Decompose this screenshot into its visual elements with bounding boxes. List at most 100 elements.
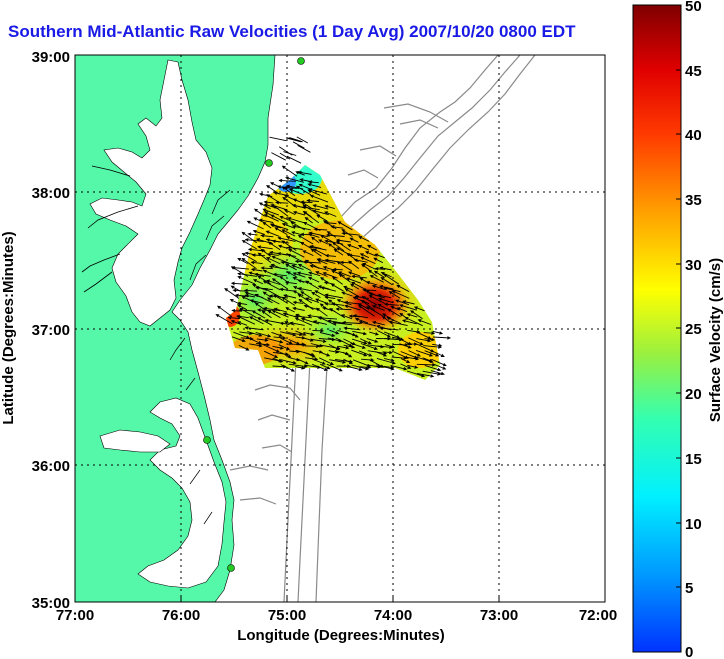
velocity-arrow [256,317,273,326]
velocity-arrow [329,308,346,319]
colorbar-tick-label: 10 [685,516,702,533]
velocity-arrow [292,300,304,305]
velocity-arrow [287,217,306,224]
velocity-arrow [237,315,256,325]
velocity-arrow [241,296,257,304]
colorbar-tick-label: 5 [685,580,693,597]
velocity-arrow [278,146,293,156]
velocity-arrow [375,351,388,357]
velocity-arrow [407,364,419,369]
velocity-arrow [311,236,320,244]
velocity-arrow [300,291,313,300]
velocity-arrow [326,231,337,238]
velocity-arrow [351,274,367,279]
velocity-arrow [295,185,312,196]
velocity-arrow [296,136,309,144]
velocity-arrow [294,314,312,319]
velocity-arrow [337,345,350,350]
velocity-arrow [263,344,280,353]
velocity-arrow [368,295,386,304]
velocity-arrow [366,337,379,343]
albemarle-sound [99,429,171,453]
potomac-river [81,165,139,293]
velocity-arrow [262,269,280,278]
velocity-arrow [279,287,296,292]
velocity-arrow [347,271,361,277]
velocity-arrow [360,343,378,350]
velocity-arrow [265,337,284,344]
velocity-arrow [360,299,375,311]
velocity-arrow [243,288,258,293]
velocity-arrow [266,279,281,285]
velocity-arrow [310,248,322,257]
velocity-arrow [343,344,356,349]
velocity-arrow [341,231,361,236]
velocity-arrow [302,210,320,224]
velocity-arrow [374,267,386,271]
velocity-arrow [432,343,443,348]
velocity-arrow [286,271,298,278]
x-ticks [74,596,606,602]
y-axis-label: Latitude (Degrees:Minutes) [0,231,17,424]
velocity-arrow [358,236,370,242]
velocity-arrow [319,357,335,365]
velocity-arrow [309,264,329,271]
velocity-arrow [408,337,424,346]
map-area[interactable] [75,55,605,602]
velocity-arrow [277,244,288,249]
velocity-arrow [416,338,432,343]
velocity-arrow [340,314,353,320]
velocity-arrow [368,292,385,299]
velocity-arrow [344,288,360,297]
velocity-arrow [262,291,272,298]
velocity-arrow [371,305,385,311]
velocity-arrow [270,214,288,224]
velocity-arrow [329,359,347,364]
velocity-arrow [297,170,312,175]
velocity-arrow [271,278,289,290]
velocity-arrow [300,241,312,249]
velocity-arrow [237,272,257,277]
velocity-arrow [348,260,360,269]
velocity-arrow [346,277,362,284]
velocity-arrow [330,283,344,292]
velocity-arrow [230,281,249,286]
velocity-arrow [386,316,402,324]
velocity-arrow [391,356,408,360]
velocity-arrow [417,319,432,325]
velocity-arrow [281,229,296,237]
velocity-arrow [354,295,370,299]
velocity-arrow [252,229,266,236]
velocity-arrow [327,319,346,324]
velocity-arrow [263,214,279,222]
velocity-arrow [266,257,281,265]
velocity-arrow [254,272,271,277]
velocity-arrow [369,275,384,283]
velocity-arrow [352,330,368,336]
velocity-arrow [383,273,400,285]
velocity-arrow [432,363,447,370]
velocity-arrow [378,297,393,304]
velocity-arrow [256,343,271,347]
velocity-arrow [263,306,281,312]
velocity-arrow [275,200,289,205]
velocity-arrow [383,286,401,293]
x-tick-label: 73:00 [480,607,518,624]
colorbar-tick-label: 45 [685,63,702,80]
velocity-arrow [320,286,337,292]
velocity-arrow [432,336,452,340]
velocity-arrow [350,342,366,349]
velocity-arrow [320,277,330,284]
velocity-arrow [357,245,370,251]
velocity-arrow [309,194,329,203]
velocity-arrow [315,307,328,317]
velocity-arrow [272,345,284,350]
velocity-arrow [281,222,296,229]
velocity-arrow [390,364,408,371]
velocity-arrow [341,291,353,297]
velocity-arrow [390,305,400,311]
velocity-arrow [359,253,370,259]
velocity-arrow [410,310,423,320]
velocity-arrow [249,299,264,304]
velocity-arrow [237,321,248,326]
